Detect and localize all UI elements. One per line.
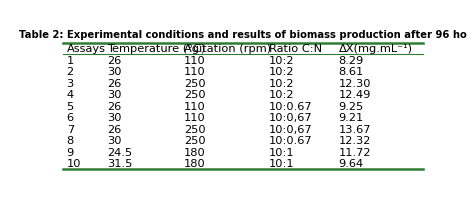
Text: 11.72: 11.72 <box>338 147 371 157</box>
Text: 12.30: 12.30 <box>338 78 371 88</box>
Text: 180: 180 <box>184 147 206 157</box>
Text: 10:0.67: 10:0.67 <box>269 101 312 111</box>
Text: 10:2: 10:2 <box>269 67 294 77</box>
Text: 3: 3 <box>66 78 74 88</box>
Text: 9.21: 9.21 <box>338 113 364 123</box>
Text: 10:2: 10:2 <box>269 56 294 66</box>
Text: Ratio C:N: Ratio C:N <box>269 43 322 54</box>
Text: Table 2: Experimental conditions and results of biomass production after 96 ho: Table 2: Experimental conditions and res… <box>19 29 467 39</box>
Text: 30: 30 <box>107 67 121 77</box>
Text: 26: 26 <box>107 56 121 66</box>
Text: Assays: Assays <box>66 43 106 54</box>
Text: 7: 7 <box>66 124 74 134</box>
Text: 250: 250 <box>184 90 206 100</box>
Text: 26: 26 <box>107 124 121 134</box>
Text: 30: 30 <box>107 113 121 123</box>
Text: 10:2: 10:2 <box>269 78 294 88</box>
Text: 4: 4 <box>66 90 74 100</box>
Text: 8.29: 8.29 <box>338 56 364 66</box>
Text: 13.67: 13.67 <box>338 124 371 134</box>
Text: 1: 1 <box>66 56 74 66</box>
Text: 110: 110 <box>184 101 206 111</box>
Text: 9.64: 9.64 <box>338 158 364 168</box>
Text: ΔX(mg.mL⁻¹): ΔX(mg.mL⁻¹) <box>338 43 412 54</box>
Text: 12.32: 12.32 <box>338 136 371 145</box>
Text: 10:0,67: 10:0,67 <box>269 113 312 123</box>
Text: 31.5: 31.5 <box>107 158 132 168</box>
Text: 250: 250 <box>184 124 206 134</box>
Text: 250: 250 <box>184 136 206 145</box>
Text: 5: 5 <box>66 101 74 111</box>
Text: 30: 30 <box>107 90 121 100</box>
Text: 110: 110 <box>184 56 206 66</box>
Text: 9: 9 <box>66 147 74 157</box>
Text: 2: 2 <box>66 67 74 77</box>
Text: 9.25: 9.25 <box>338 101 364 111</box>
Text: 110: 110 <box>184 113 206 123</box>
Text: 24.5: 24.5 <box>107 147 132 157</box>
Text: 10: 10 <box>66 158 81 168</box>
Text: 8.61: 8.61 <box>338 67 364 77</box>
Text: 8: 8 <box>66 136 74 145</box>
Text: 6: 6 <box>66 113 74 123</box>
Text: 110: 110 <box>184 67 206 77</box>
Text: 12.49: 12.49 <box>338 90 371 100</box>
Text: 10:1: 10:1 <box>269 158 294 168</box>
Text: Temperature (°C): Temperature (°C) <box>107 43 205 54</box>
Text: 180: 180 <box>184 158 206 168</box>
Text: 10:0,67: 10:0,67 <box>269 124 312 134</box>
Text: 10:1: 10:1 <box>269 147 294 157</box>
Text: 26: 26 <box>107 101 121 111</box>
Text: 26: 26 <box>107 78 121 88</box>
Text: 10:2: 10:2 <box>269 90 294 100</box>
Text: 10:0.67: 10:0.67 <box>269 136 312 145</box>
Text: 30: 30 <box>107 136 121 145</box>
Text: Agitation (rpm): Agitation (rpm) <box>184 43 271 54</box>
Text: 250: 250 <box>184 78 206 88</box>
